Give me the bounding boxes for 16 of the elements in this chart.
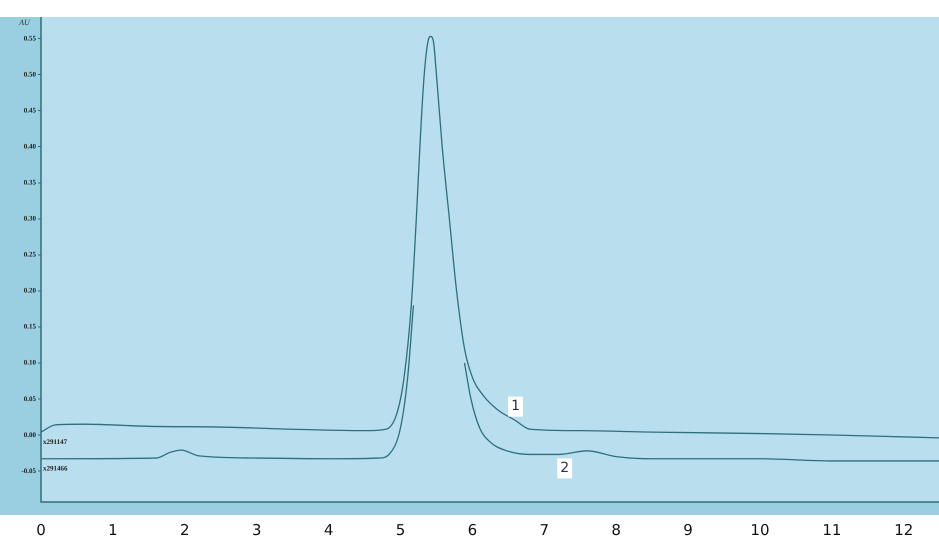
series-label: 1 [511,398,520,414]
y-axis-title: AU [18,18,32,28]
x-tick-label: 0 [36,520,46,539]
x-tick-label: 3 [252,520,262,539]
x-tick-label: 2 [180,520,190,539]
x-tick-label: 7 [540,520,550,539]
x-tick-label: 10 [750,520,770,539]
x-tick-label: 12 [894,520,914,539]
x-tick-label: 8 [611,520,621,539]
x-tick-label: 11 [822,520,842,539]
x-tick-label: 4 [324,520,334,539]
x-tick-label: 1 [108,520,118,539]
x-tick-label: 9 [683,520,693,539]
x-tick-label: 5 [396,520,406,539]
series-label: 2 [560,460,570,476]
x-tick-label: 6 [468,520,478,539]
